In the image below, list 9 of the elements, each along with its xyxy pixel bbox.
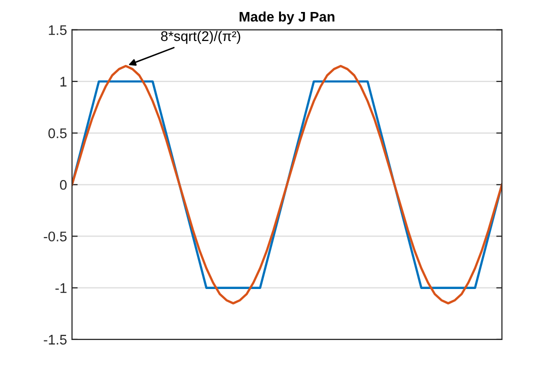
chart-title: Made by J Pan xyxy=(240,11,334,24)
y-tick-label: 0 xyxy=(60,180,67,190)
y-tick-label: -1 xyxy=(55,283,66,293)
y-tick-label: -0.5 xyxy=(44,232,67,242)
y-tick-label: 0.5 xyxy=(48,128,67,138)
y-tick-label: 1 xyxy=(60,76,66,86)
y-tick-label: -1.5 xyxy=(44,334,67,345)
y-tick-label: 1.5 xyxy=(48,25,67,36)
annotation: 8*sqrt(2)/(π²) xyxy=(161,30,240,44)
